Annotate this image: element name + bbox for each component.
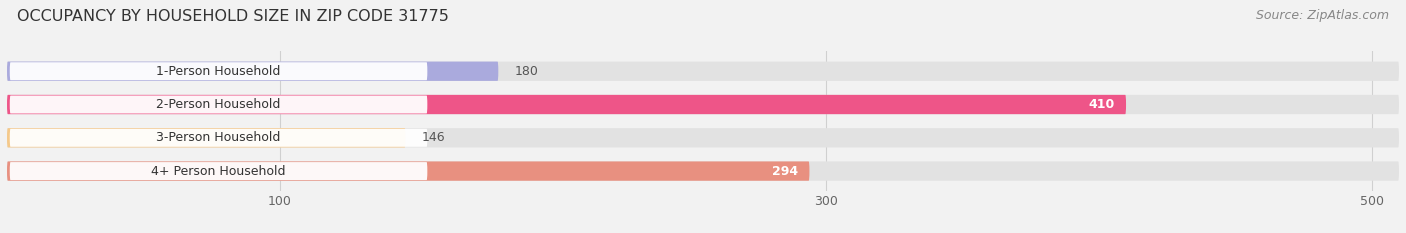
FancyBboxPatch shape: [10, 129, 427, 147]
Text: 1-Person Household: 1-Person Household: [156, 65, 281, 78]
FancyBboxPatch shape: [10, 162, 427, 180]
FancyBboxPatch shape: [10, 96, 427, 113]
Text: Source: ZipAtlas.com: Source: ZipAtlas.com: [1256, 9, 1389, 22]
FancyBboxPatch shape: [10, 62, 427, 80]
FancyBboxPatch shape: [7, 95, 1126, 114]
FancyBboxPatch shape: [7, 128, 405, 147]
Text: 180: 180: [515, 65, 538, 78]
Text: OCCUPANCY BY HOUSEHOLD SIZE IN ZIP CODE 31775: OCCUPANCY BY HOUSEHOLD SIZE IN ZIP CODE …: [17, 9, 449, 24]
FancyBboxPatch shape: [7, 128, 1399, 147]
Text: 410: 410: [1088, 98, 1115, 111]
Text: 146: 146: [422, 131, 446, 144]
FancyBboxPatch shape: [7, 62, 498, 81]
FancyBboxPatch shape: [7, 62, 1399, 81]
FancyBboxPatch shape: [7, 95, 1399, 114]
Text: 2-Person Household: 2-Person Household: [156, 98, 281, 111]
FancyBboxPatch shape: [7, 161, 810, 181]
FancyBboxPatch shape: [7, 161, 1399, 181]
Text: 4+ Person Household: 4+ Person Household: [152, 164, 285, 178]
Text: 294: 294: [772, 164, 799, 178]
Text: 3-Person Household: 3-Person Household: [156, 131, 281, 144]
